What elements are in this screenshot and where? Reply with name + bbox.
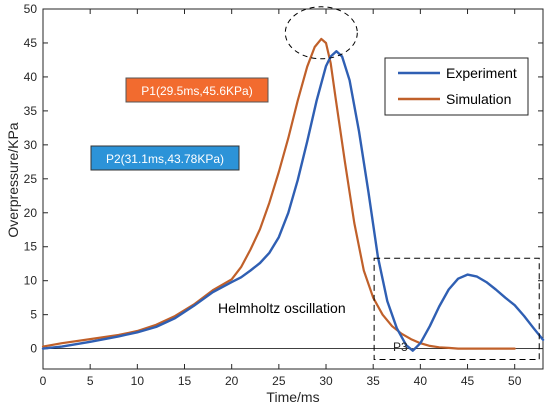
x-tick-label: 0	[40, 374, 47, 388]
plot-frame	[42, 8, 544, 370]
ticks: 0 5 10 15 20 25 30 35 40 45 50 0 5 10 15 20 25 30 35 40 45 50	[24, 2, 543, 388]
y-tick-label: 10	[24, 274, 38, 288]
y-tick-label: 0	[30, 342, 37, 356]
p2-callout-box	[90, 145, 240, 171]
helmholtz-region-box	[373, 257, 540, 360]
legend-label-simulation: Simulation	[446, 91, 511, 107]
p2-callout-label: P2(31.1ms,43.78KPa)	[106, 152, 224, 166]
y-tick-label: 50	[24, 2, 38, 16]
y-tick-label: 30	[24, 138, 38, 152]
annotations: P1(29.5ms,45.6KPa) P2(31.1ms,43.78KPa) H…	[90, 6, 540, 360]
p3-label: P3	[393, 340, 408, 354]
x-tick-label: 15	[178, 374, 192, 388]
x-tick-label: 35	[367, 374, 381, 388]
legend-box	[384, 57, 529, 116]
helmholtz-label: Helmholtz oscillation	[218, 300, 346, 316]
x-tick-label: 30	[319, 374, 333, 388]
y-tick-label: 35	[24, 104, 38, 118]
y-axis-label: Overpressure/KPa	[5, 122, 21, 237]
x-tick-label: 45	[461, 374, 475, 388]
x-tick-label: 20	[225, 374, 239, 388]
y-tick-label: 5	[30, 308, 37, 322]
series-line-experiment	[41, 50, 545, 352]
y-tick-label: 25	[24, 172, 38, 186]
x-tick-label: 25	[272, 374, 286, 388]
x-axis-label: Time/ms	[266, 389, 319, 405]
legend: Experiment Simulation	[384, 57, 529, 116]
legend-label-experiment: Experiment	[446, 65, 517, 81]
p1-callout-label: P1(29.5ms,45.6KPa)	[141, 84, 252, 98]
peak-highlight-circle	[284, 6, 358, 60]
series	[41, 37, 545, 352]
y-tick-label: 15	[24, 240, 38, 254]
y-tick-label: 45	[24, 36, 38, 50]
p1-callout-box	[125, 77, 269, 103]
y-tick-label: 20	[24, 206, 38, 220]
x-tick-label: 50	[508, 374, 522, 388]
x-tick-label: 5	[87, 374, 94, 388]
x-tick-label: 10	[131, 374, 145, 388]
x-tick-label: 40	[414, 374, 428, 388]
y-tick-label: 40	[24, 70, 38, 84]
